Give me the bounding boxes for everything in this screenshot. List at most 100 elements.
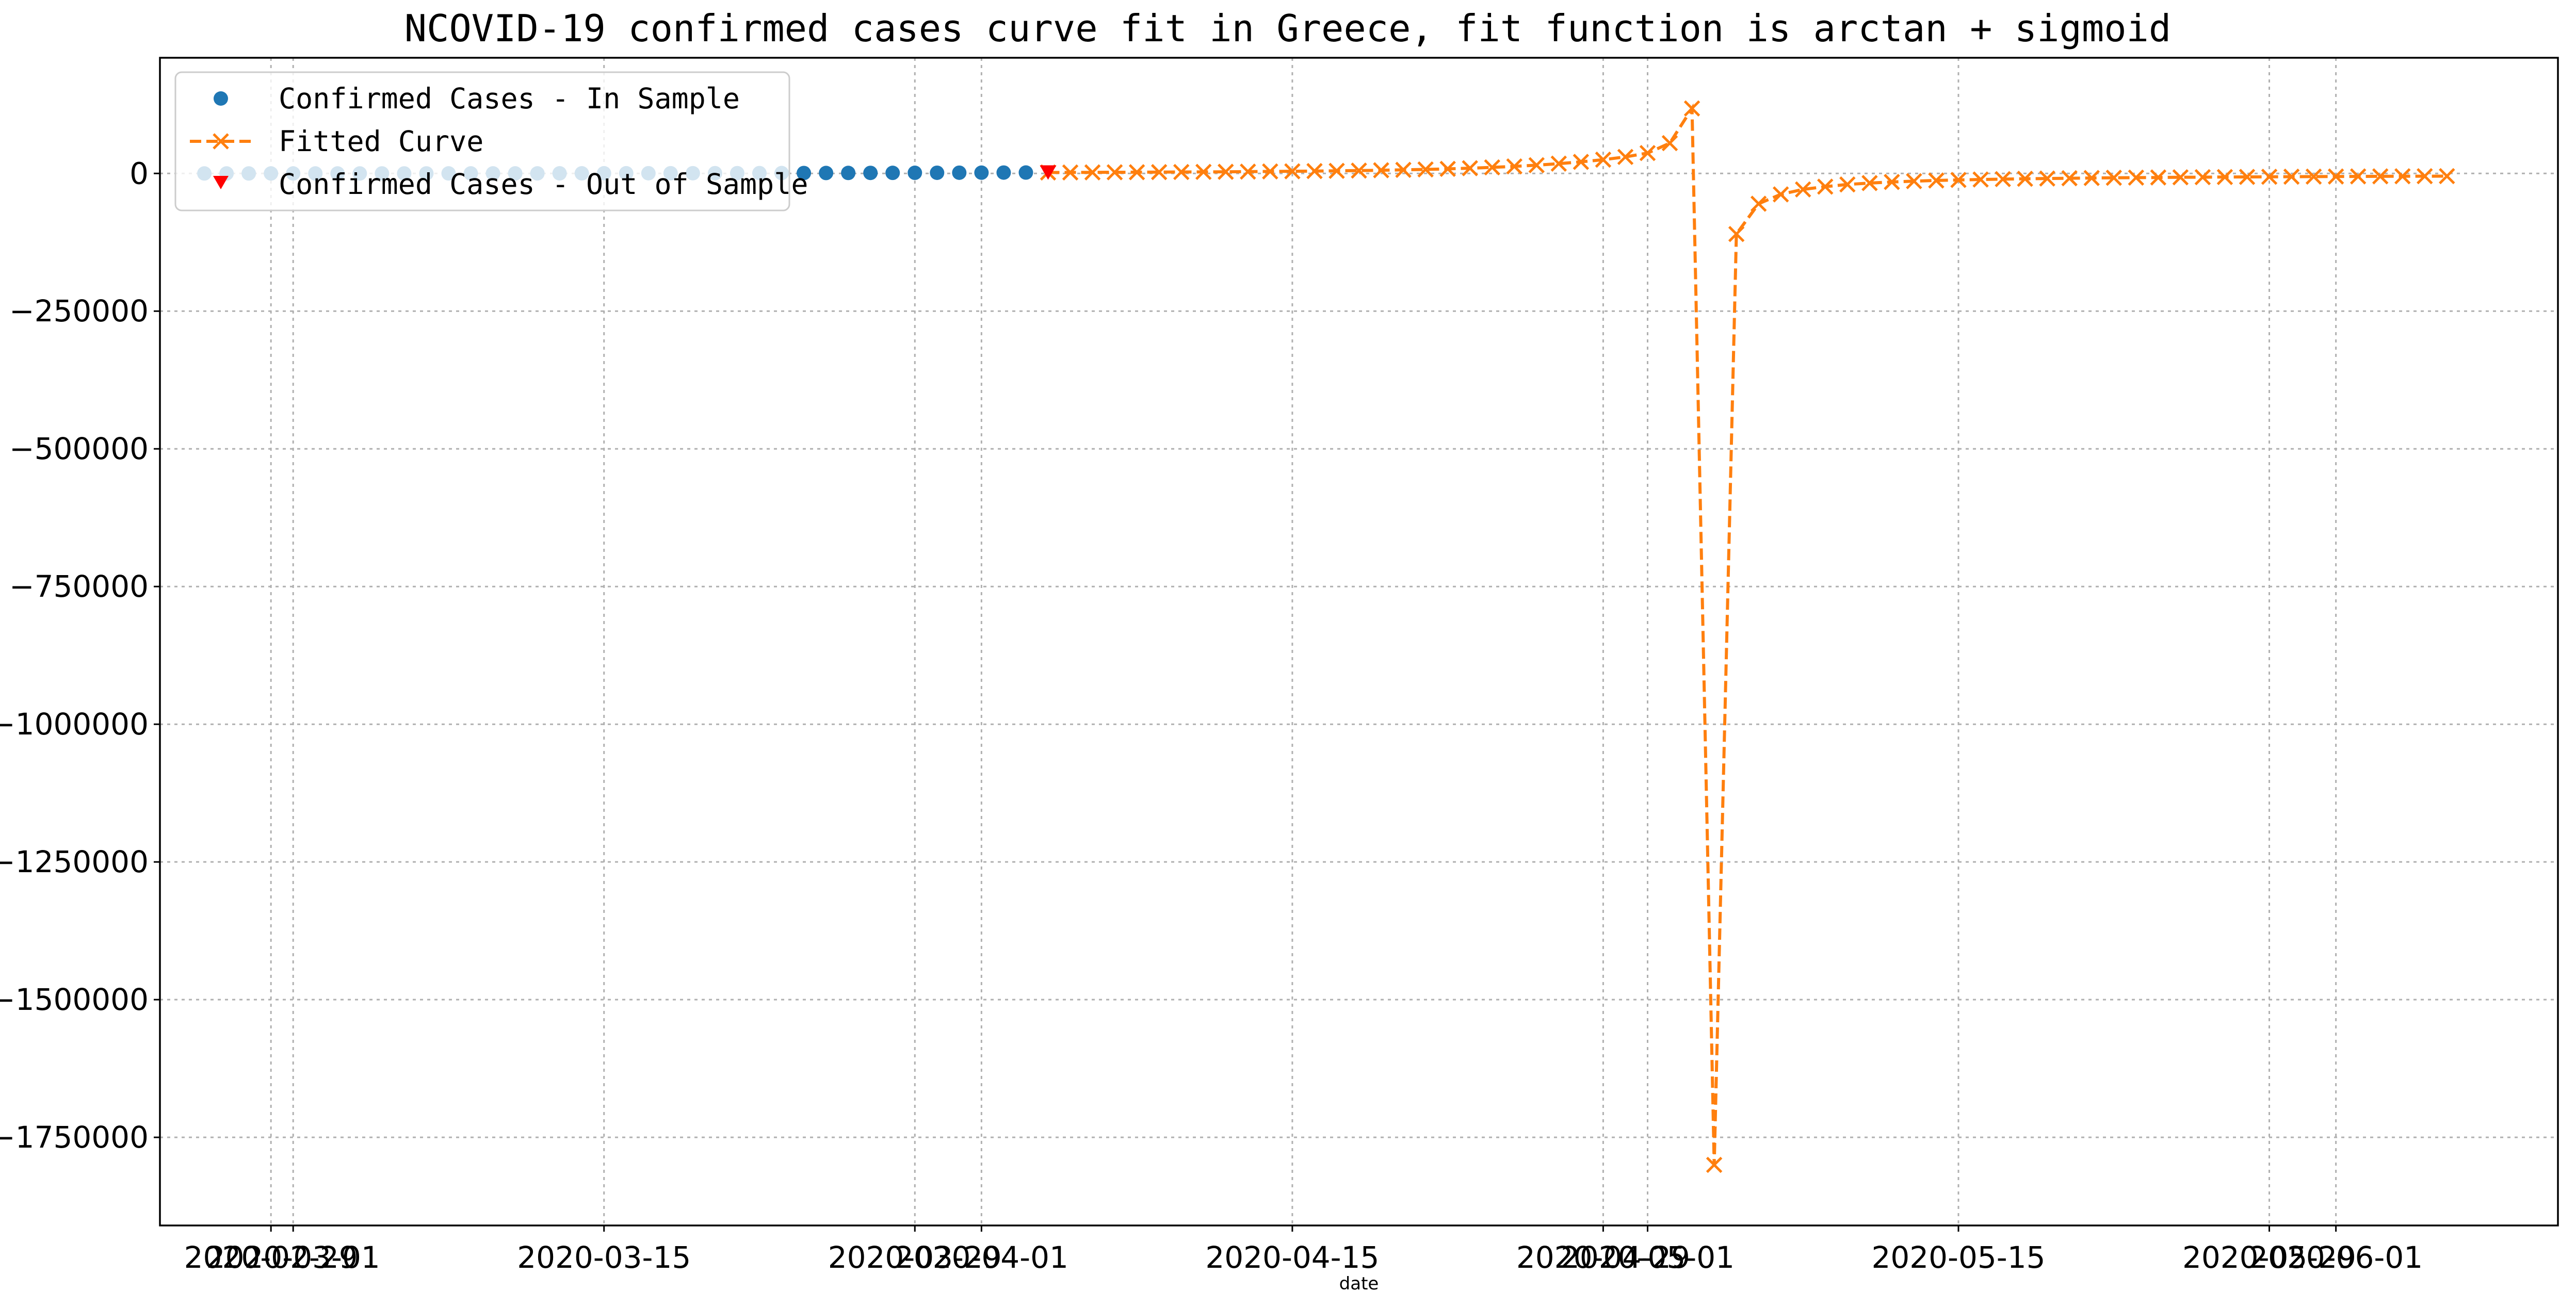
y-tick-label: −1250000 xyxy=(0,844,149,879)
fitted-marker-stroke xyxy=(1906,173,1922,189)
y-tick-label: −250000 xyxy=(9,293,149,329)
legend-marker-in-sample xyxy=(214,91,228,106)
x-axis-label: date xyxy=(1339,1273,1379,1294)
fitted-marker-stroke xyxy=(1284,163,1301,179)
fitted-curve-point xyxy=(2327,168,2344,185)
fitted-curve-point xyxy=(1839,176,1856,193)
fitted-marker-stroke xyxy=(2439,168,2455,185)
fitted-curve-point xyxy=(1906,173,1922,189)
fitted-marker-stroke xyxy=(2417,168,2433,185)
fitted-marker-stroke xyxy=(1195,164,1212,181)
fitted-curve-point xyxy=(1817,178,1834,195)
fitted-curve-point xyxy=(1661,135,1678,152)
x-tick-label: 2020-04-29 xyxy=(1516,1240,1690,1275)
fitted-curve-point xyxy=(2128,169,2145,186)
fitted-marker-stroke xyxy=(2172,169,2189,186)
fitted-curve-point xyxy=(2350,168,2367,185)
fitted-marker-stroke xyxy=(1417,161,1434,178)
chart-title: NCOVID-19 confirmed cases curve fit in G… xyxy=(404,7,2171,50)
fitted-curve-point xyxy=(1395,161,1412,178)
fitted-marker-stroke xyxy=(1084,164,1101,181)
fitted-marker-stroke xyxy=(1306,162,1323,179)
fitted-curve-point xyxy=(2394,168,2411,185)
fitted-marker-stroke xyxy=(1573,154,1590,170)
fitted-marker-stroke xyxy=(1106,164,1123,181)
fitted-marker-stroke xyxy=(1750,195,1767,212)
fitted-marker-stroke xyxy=(1550,155,1567,172)
fitted-curve-point xyxy=(2417,168,2433,185)
fitted-curve-point xyxy=(1950,172,1967,188)
in-sample-point xyxy=(996,165,1011,180)
fitted-curve-point xyxy=(1972,171,1989,188)
fitted-marker-stroke xyxy=(1128,164,1145,181)
fitted-curve-point xyxy=(2039,170,2055,187)
in-sample-point xyxy=(885,166,900,181)
fitted-curve-point xyxy=(1084,164,1101,181)
fitted-marker-stroke xyxy=(2216,169,2233,185)
in-sample-point xyxy=(974,165,989,180)
x-tick-label: 2020-02-29 xyxy=(184,1240,358,1275)
fitted-curve-point xyxy=(2194,169,2211,186)
fitted-curve-point xyxy=(2061,170,2078,187)
legend-marker-fitted xyxy=(213,133,229,150)
fitted-marker-stroke xyxy=(1794,181,1811,198)
fitted-marker-stroke xyxy=(1173,164,1190,181)
fitted-curve-point xyxy=(1240,163,1256,180)
fitted-curve-point xyxy=(2305,168,2322,185)
fitted-curve-point xyxy=(1995,171,2011,188)
fitted-marker-stroke xyxy=(2128,169,2145,186)
fitted-curve-point xyxy=(1439,160,1456,177)
y-tick-label: −1500000 xyxy=(0,982,149,1017)
fitted-curve-point xyxy=(2172,169,2189,186)
fitted-marker-stroke xyxy=(1506,158,1523,175)
legend-label-out-of-sample: Confirmed Cases - Out of Sample xyxy=(279,168,808,201)
in-sample-point xyxy=(1018,165,1033,180)
fitted-curve-line xyxy=(1048,103,2447,1165)
in-sample-point xyxy=(863,166,878,181)
fitted-marker-stroke xyxy=(2239,169,2256,185)
fitted-marker-stroke xyxy=(1884,174,1900,190)
fitted-curve-point xyxy=(1195,164,1212,181)
fitted-curve-point xyxy=(1151,164,1168,181)
fitted-marker-stroke xyxy=(1351,162,1367,179)
fitted-curve-point xyxy=(2372,168,2389,185)
in-sample-point xyxy=(952,165,967,180)
x-tick-label: 2020-05-01 xyxy=(1561,1240,1735,1275)
fitted-curve-point xyxy=(1328,162,1345,179)
fitted-marker-stroke xyxy=(2305,168,2322,185)
fitted-curve-point xyxy=(1128,164,1145,181)
fitted-curve-point xyxy=(1683,100,1700,117)
fitted-marker-stroke xyxy=(1528,157,1545,174)
fitted-curve-point xyxy=(2283,168,2300,185)
fitted-marker-stroke xyxy=(1218,164,1234,180)
fitted-marker-stroke xyxy=(1439,160,1456,177)
fitted-curve-point xyxy=(1284,163,1301,179)
fitted-marker-stroke xyxy=(1861,175,1878,191)
fitted-curve-point xyxy=(1861,175,1878,191)
in-sample-point xyxy=(908,166,922,181)
y-tick-label: −750000 xyxy=(9,569,149,604)
in-sample-point xyxy=(819,166,834,181)
fitted-curve-point xyxy=(1528,157,1545,174)
fitted-marker-stroke xyxy=(2017,170,2033,187)
fitted-marker-stroke xyxy=(2283,168,2300,185)
fitted-curve-point xyxy=(1639,144,1656,161)
fitted-curve-point xyxy=(1417,161,1434,178)
x-tick-label: 2020-05-29 xyxy=(2182,1240,2356,1275)
fitted-marker-stroke xyxy=(1639,144,1656,161)
x-tick-label: 2020-06-01 xyxy=(2249,1240,2423,1275)
fitted-curve-point xyxy=(1462,160,1478,176)
fitted-marker-stroke xyxy=(2083,170,2100,186)
fitted-curve-point xyxy=(1484,159,1500,176)
x-tick-label: 2020-04-01 xyxy=(895,1240,1068,1275)
x-tick-label: 2020-04-15 xyxy=(1205,1240,1379,1275)
fitted-marker-stroke xyxy=(1972,171,1989,188)
fitted-marker-stroke xyxy=(1484,159,1500,176)
fitted-marker-stroke xyxy=(2327,168,2344,185)
fitted-curve-point xyxy=(1373,162,1389,178)
fitted-curve-point xyxy=(1928,172,1945,189)
in-sample-point xyxy=(930,165,945,180)
fitted-curve-point xyxy=(1106,164,1123,181)
x-tick-label: 2020-03-29 xyxy=(828,1240,1002,1275)
